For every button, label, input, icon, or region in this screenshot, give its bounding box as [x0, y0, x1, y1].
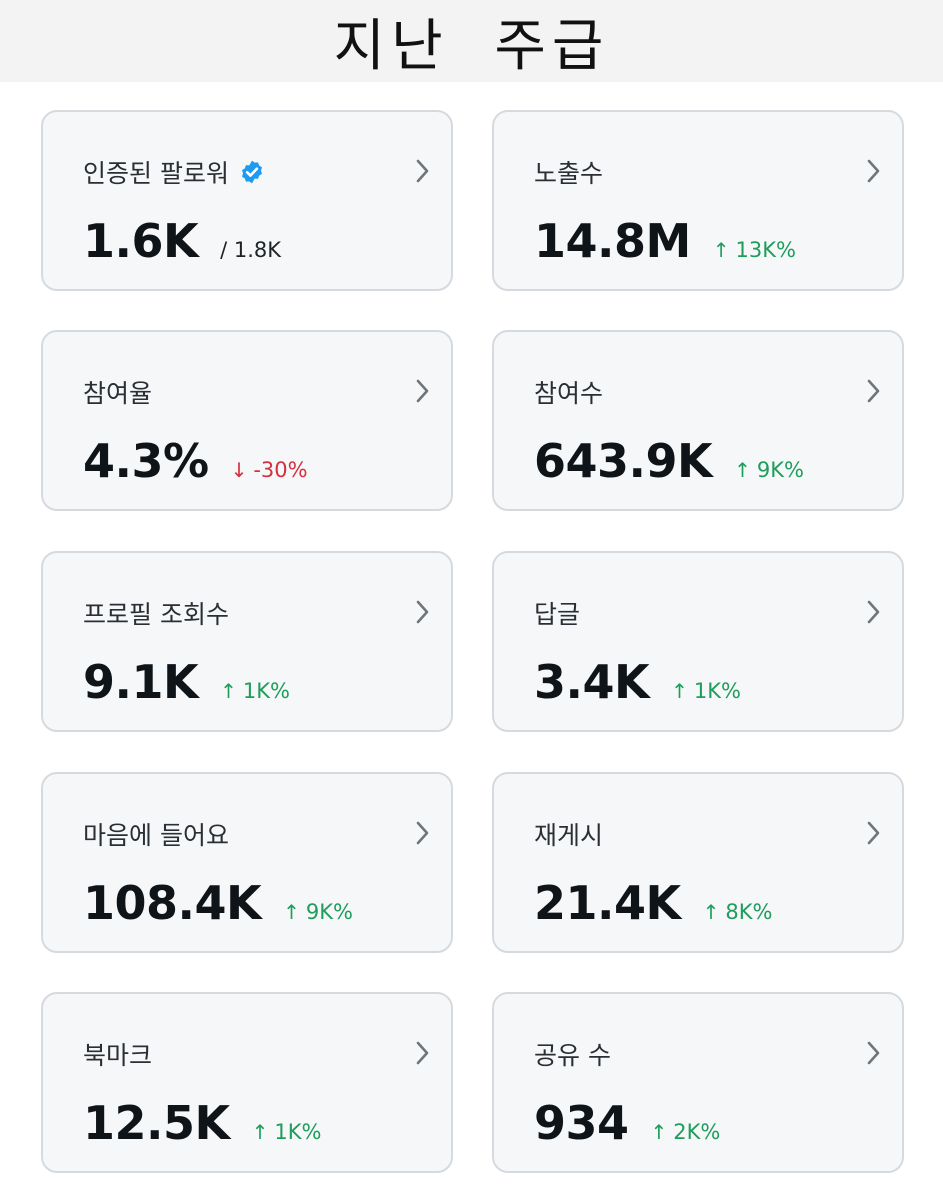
metric-delta: ↑ 1K% [220, 679, 290, 703]
arrow-up-icon: ↑ [650, 1120, 668, 1144]
arrow-up-icon: ↑ [283, 900, 300, 924]
metric-card-replies[interactable]: 답글 3.4K ↑ 1K% [492, 551, 904, 732]
metric-delta: ↑ 8K% [702, 900, 773, 924]
metric-card-reposts[interactable]: 재게시 21.4K ↑ 8K% [492, 772, 904, 953]
metric-delta: ↑ 1K% [671, 679, 741, 703]
metric-label: 마음에 들어요 [83, 821, 229, 850]
metric-label: 참여수 [534, 379, 604, 408]
metric-label: 재게시 [534, 821, 604, 850]
page-title: 지난 주급 [333, 13, 610, 79]
metric-value: 1.6K [83, 214, 199, 268]
metric-delta: ↑ 2K% [650, 1120, 721, 1144]
arrow-up-icon: ↑ [734, 458, 751, 482]
metric-card-bookmarks[interactable]: 북마크 12.5K ↑ 1K% [41, 992, 453, 1173]
metric-card-shares[interactable]: 공유 수 934 ↑ 2K% [492, 992, 904, 1173]
metric-value: 9.1K [83, 655, 199, 709]
chevron-right-icon [416, 1041, 429, 1065]
metric-card-likes[interactable]: 마음에 들어요 108.4K ↑ 9K% [41, 772, 453, 953]
arrow-up-icon: ↑ [220, 679, 237, 703]
metric-label: 공유 수 [534, 1041, 611, 1070]
verified-badge-icon [241, 160, 262, 184]
page-header: 지난 주급 [0, 0, 943, 82]
metric-value: 14.8M [534, 214, 691, 268]
chevron-right-icon [416, 821, 429, 845]
chevron-right-icon [416, 159, 429, 183]
metric-label: 답글 [534, 600, 581, 629]
arrow-down-icon: ↓ [230, 458, 248, 482]
metric-value: 12.5K [83, 1096, 230, 1150]
metric-delta: ↓ -30% [230, 458, 308, 482]
chevron-right-icon [867, 821, 880, 845]
metric-label: 북마크 [83, 1041, 153, 1070]
metric-label: 참여율 [83, 379, 153, 408]
metric-card-impressions[interactable]: 노출수 14.8M ↑ 13K% [492, 110, 904, 291]
metric-value: 21.4K [534, 876, 681, 930]
metric-label: 노출수 [534, 159, 604, 188]
arrow-up-icon: ↑ [702, 900, 720, 924]
chevron-right-icon [416, 379, 429, 403]
chevron-right-icon [867, 600, 880, 624]
metric-card-verified-followers[interactable]: 인증된 팔로워 1.6K / 1.8K [41, 110, 453, 291]
metric-value: 934 [534, 1096, 629, 1150]
arrow-up-icon: ↑ [712, 238, 730, 262]
metric-delta: ↑ 13K% [712, 238, 796, 262]
chevron-right-icon [416, 600, 429, 624]
chevron-right-icon [867, 1041, 880, 1065]
metric-delta: ↑ 9K% [734, 458, 805, 482]
metric-label: 프로필 조회수 [83, 600, 229, 629]
metric-value: 108.4K [83, 876, 262, 930]
arrow-up-icon: ↑ [251, 1120, 269, 1144]
metric-label: 인증된 팔로워 [83, 159, 229, 188]
metric-delta: ↑ 1K% [251, 1120, 322, 1144]
metric-card-engagements[interactable]: 참여수 643.9K ↑ 9K% [492, 330, 904, 511]
chevron-right-icon [867, 379, 880, 403]
arrow-up-icon: ↑ [671, 679, 688, 703]
metric-total: / 1.8K [220, 238, 282, 262]
metric-value: 643.9K [534, 434, 713, 488]
metric-card-engagement-rate[interactable]: 참여율 4.3% ↓ -30% [41, 330, 453, 511]
metric-value: 3.4K [534, 655, 650, 709]
metric-delta: ↑ 9K% [283, 900, 354, 924]
chevron-right-icon [867, 159, 880, 183]
metric-card-profile-visits[interactable]: 프로필 조회수 9.1K ↑ 1K% [41, 551, 453, 732]
metric-value: 4.3% [83, 434, 209, 488]
